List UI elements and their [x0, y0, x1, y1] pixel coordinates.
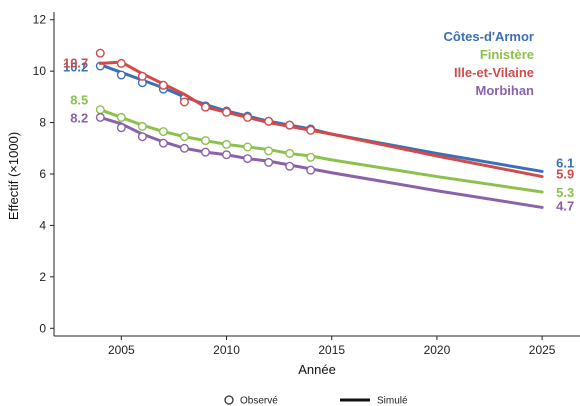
observed-point: [222, 150, 232, 160]
y-tick-label: 12: [33, 13, 47, 27]
series-end-label: 5.3: [556, 185, 574, 200]
x-tick-label: 2025: [529, 343, 556, 357]
observed-point: [116, 70, 126, 80]
series-1: 8.5 5.3: [70, 93, 574, 200]
observed-point: [137, 121, 147, 131]
observed-point: [285, 161, 295, 171]
observed-point: [306, 152, 316, 162]
observed-point: [264, 157, 274, 167]
observed-point: [264, 146, 274, 156]
simulated-line: [98, 63, 544, 173]
legend-observed-marker: [224, 395, 234, 405]
observed-point: [285, 148, 295, 158]
y-ticks: 0 2 4 6 8 10 12: [33, 13, 54, 335]
series-name-label: Ille-et-Vilaine: [454, 65, 534, 80]
observed-point: [306, 125, 316, 135]
legend-simulated-label: Simulé: [377, 396, 408, 406]
legend-observed-label: Observé: [240, 396, 278, 406]
x-tick-label: 2005: [108, 343, 135, 357]
series-name-labels: Côtes-d'Armor Finistère Ille-et-Vilaine Mor…: [444, 29, 535, 98]
series-layer: 10.2 6.1 8.5 5.3 10.7 5.9 8.2 4.7: [63, 48, 574, 213]
y-tick-label: 4: [39, 218, 46, 232]
y-tick-label: 0: [39, 321, 46, 335]
observed-point: [243, 154, 253, 164]
simulated-line: [98, 108, 544, 194]
series-end-label: 4.7: [556, 198, 574, 213]
series-start-label: 8.5: [70, 93, 88, 108]
y-tick-label: 2: [39, 270, 46, 284]
series-2: 10.7 5.9: [63, 48, 574, 182]
observed-point: [179, 132, 189, 142]
y-tick-label: 6: [39, 167, 46, 181]
series-end-label: 5.9: [556, 167, 574, 182]
observed-point: [200, 102, 210, 112]
series-name-label: Côtes-d'Armor: [444, 29, 535, 44]
observed-point: [95, 48, 105, 58]
observed-point: [158, 80, 168, 90]
series-start-label: 8.2: [70, 110, 88, 125]
observed-point: [137, 132, 147, 142]
x-tick-label: 2020: [424, 343, 451, 357]
observed-point: [285, 120, 295, 130]
x-tick-label: 2015: [318, 343, 345, 357]
observed-point: [158, 138, 168, 148]
x-ticks: 2005 2010 2015 2020 2025: [108, 336, 556, 357]
observed-point: [200, 147, 210, 157]
observed-point: [137, 71, 147, 81]
observed-point: [95, 105, 105, 115]
observed-point: [200, 136, 210, 146]
series-name-label: Finistère: [480, 47, 534, 62]
observed-point: [222, 107, 232, 117]
series-3: 8.2 4.7: [70, 110, 574, 213]
y-tick-label: 10: [33, 64, 47, 78]
series-end-label: 6.1: [556, 155, 574, 170]
y-axis-title: Effectif (×1000): [6, 132, 21, 220]
series-name-label: Morbihan: [476, 83, 535, 98]
observed-point: [116, 123, 126, 133]
observed-point: [306, 165, 316, 175]
y-tick-label: 8: [39, 116, 46, 130]
observed-point: [116, 58, 126, 68]
series-start-label: 10.7: [63, 55, 88, 70]
observed-point: [158, 127, 168, 137]
observed-point: [222, 139, 232, 149]
observed-point: [95, 112, 105, 122]
observed-point: [243, 142, 253, 152]
observed-point: [264, 116, 274, 126]
legend: Observé Simulé: [224, 395, 408, 406]
x-tick-label: 2010: [213, 343, 240, 357]
observed-point: [116, 112, 126, 122]
observed-point: [243, 112, 253, 122]
series-start-label: 10.2: [63, 60, 88, 75]
observed-point: [179, 143, 189, 153]
x-axis-title: Année: [298, 362, 336, 377]
observed-point: [179, 97, 189, 107]
